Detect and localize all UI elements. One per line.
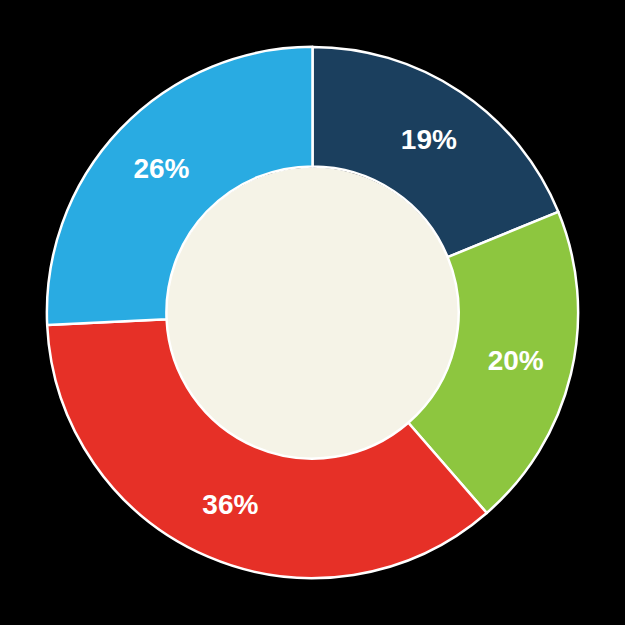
svg-text:20%: 20% xyxy=(488,345,544,376)
svg-text:36%: 36% xyxy=(202,489,258,520)
svg-text:26%: 26% xyxy=(133,153,189,184)
svg-text:19%: 19% xyxy=(401,124,457,155)
